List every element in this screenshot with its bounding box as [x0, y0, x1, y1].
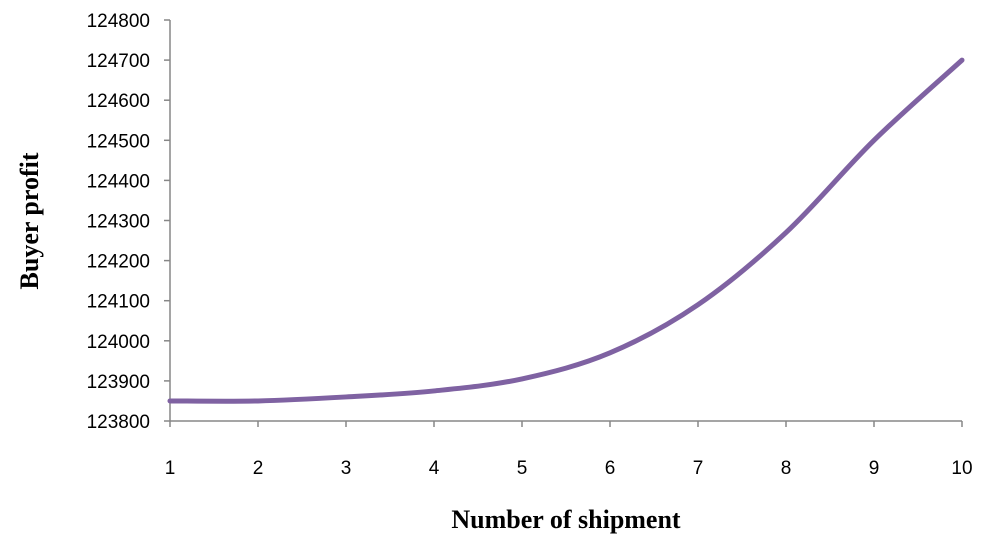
y-tick-label: 124800 — [87, 11, 150, 32]
x-tick-label: 9 — [869, 458, 880, 479]
y-tick-label: 123800 — [87, 412, 150, 433]
x-tick-label: 6 — [605, 458, 616, 479]
x-axis-title: Number of shipment — [451, 505, 681, 534]
y-tick-label: 124000 — [87, 332, 150, 353]
x-axis: 1 2 3 4 5 6 7 8 9 10 — [165, 420, 973, 479]
y-tick-label: 124200 — [87, 252, 150, 273]
y-tick-label: 124700 — [87, 51, 150, 72]
y-tick-label: 124300 — [87, 212, 150, 233]
y-tick-label: 124600 — [87, 91, 150, 112]
x-tick-label: 3 — [341, 458, 352, 479]
y-tick-label: 123900 — [87, 372, 150, 393]
x-tick-label: 2 — [253, 458, 264, 479]
y-tick-label: 124500 — [87, 131, 150, 152]
x-tick-label: 7 — [693, 458, 704, 479]
x-tick-label: 1 — [165, 458, 176, 479]
y-tick-label: 124400 — [87, 171, 150, 192]
series-line-0 — [167, 57, 965, 404]
x-tick-label: 8 — [781, 458, 792, 479]
series-group — [167, 57, 965, 404]
x-tick-label: 4 — [429, 458, 440, 479]
x-tick-label: 5 — [517, 458, 528, 479]
y-axis: 123800 123900 124000 124100 124200 124300 1244… — [87, 11, 171, 433]
y-axis-title: Buyer profit — [15, 152, 44, 289]
y-tick-label: 124100 — [87, 292, 150, 313]
x-tick-label: 10 — [951, 458, 972, 479]
